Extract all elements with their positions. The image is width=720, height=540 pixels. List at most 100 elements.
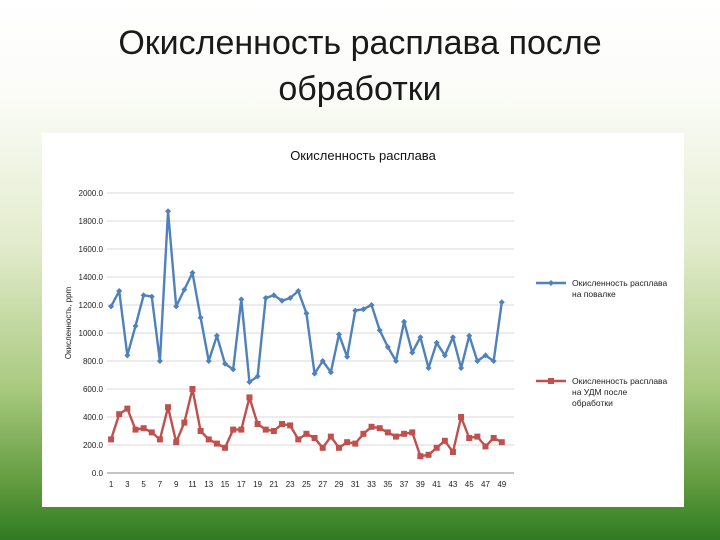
series-1-point	[474, 358, 481, 364]
y-tick-label: 1000.0	[79, 329, 104, 338]
y-tick-label: 600.0	[83, 385, 104, 394]
series-2-point	[360, 430, 367, 437]
series-2-point	[287, 422, 294, 429]
series-1-point	[311, 370, 318, 377]
slide-title-line2: обработки	[278, 70, 442, 108]
series-2-point	[270, 428, 277, 434]
x-tick-label: 7	[158, 480, 163, 489]
series-1-point	[441, 352, 448, 359]
x-tick-label: 9	[174, 480, 179, 489]
legend-1-label: Окисленность расплава на повалке	[572, 278, 667, 299]
x-tick-label: 49	[497, 480, 506, 489]
x-tick-label: 25	[302, 480, 311, 489]
series-1-point	[270, 292, 277, 299]
x-tick-label: 15	[221, 480, 230, 489]
series-1-point	[132, 323, 139, 329]
y-tick-label: 1600.0	[79, 245, 104, 254]
series-2-point	[156, 436, 163, 443]
series-1-point	[433, 339, 440, 346]
series-1-point	[303, 310, 310, 317]
x-tick-label: 43	[448, 480, 457, 489]
y-tick-label: 1200.0	[79, 301, 104, 310]
series-1-point	[148, 293, 155, 300]
series-2-point	[425, 451, 432, 458]
series-2-point	[311, 435, 318, 441]
x-tick-label: 39	[416, 480, 425, 489]
x-tick-label: 37	[400, 480, 409, 489]
series-2-point	[449, 449, 456, 455]
series-2-point	[401, 430, 408, 437]
y-tick-label: 400.0	[83, 413, 104, 422]
series-2-point	[319, 444, 326, 451]
series-2-point	[303, 430, 310, 437]
x-tick-label: 21	[269, 480, 278, 489]
series-2-point	[384, 429, 391, 436]
series-2-point	[376, 425, 383, 432]
series-1-point	[246, 379, 253, 385]
series-1-point	[189, 269, 196, 276]
series-1-point	[466, 332, 473, 339]
series-1-point	[156, 358, 163, 364]
series-2-point	[165, 404, 172, 411]
series-2-point	[327, 433, 334, 440]
series-1-point	[279, 297, 286, 304]
series-1-point	[287, 295, 294, 301]
x-tick-label: 27	[318, 480, 327, 489]
series-2-point	[441, 437, 448, 444]
series-2-point	[352, 440, 359, 447]
x-tick-label: 3	[125, 480, 130, 489]
x-tick-label: 11	[188, 480, 197, 489]
series-2-point	[246, 394, 253, 401]
x-tick-label: 23	[286, 480, 295, 489]
x-tick-label: 33	[367, 480, 376, 489]
series-2-point	[222, 444, 229, 451]
series-1-point	[254, 373, 261, 380]
series-2-point	[279, 421, 286, 427]
series-1-point	[140, 292, 147, 299]
series-2-line	[109, 387, 503, 458]
series-1-point	[262, 295, 269, 301]
series-2-point	[116, 411, 123, 418]
series-2-point	[197, 428, 204, 434]
series-2-point	[181, 419, 188, 426]
x-tick-label: 47	[481, 480, 490, 489]
series-2-point	[335, 444, 342, 451]
series-2-point	[409, 429, 416, 436]
series-1-point	[392, 358, 399, 364]
series-2-point	[262, 426, 269, 433]
series-2-point	[344, 439, 351, 446]
series-1-point	[490, 358, 497, 364]
chart-panel: Окисленность расплава 0.0 200.0 400.0 600.0 8…	[42, 133, 684, 507]
series-1-point	[376, 327, 383, 334]
series-2-point	[490, 435, 497, 441]
series-1-point	[409, 349, 416, 356]
series-2-point	[205, 436, 212, 443]
series-1-point	[449, 334, 456, 341]
slide-title: Окисленность расплава после обработки	[60, 20, 660, 112]
series-1-point	[482, 352, 489, 359]
series-1-point	[458, 365, 465, 371]
series-2-point	[254, 421, 261, 427]
series-2-point	[466, 435, 473, 441]
series-1-point	[222, 360, 229, 367]
series-2-point	[140, 425, 147, 432]
series-1-point	[368, 302, 375, 308]
legend-2-label: Окисленность расплава на УДМ после обработ…	[572, 376, 667, 408]
x-tick-label: 31	[351, 480, 360, 489]
series-2-point	[230, 426, 237, 433]
series-1-point	[205, 358, 212, 364]
series-1-point	[319, 358, 326, 364]
series-2-point	[482, 443, 489, 450]
series-2-point	[124, 405, 131, 412]
series-2-point	[474, 433, 481, 440]
x-tick-label: 29	[335, 480, 344, 489]
x-tick-label: 5	[141, 480, 146, 489]
series-2-point	[189, 386, 196, 392]
series-2-point	[433, 444, 440, 451]
y-tick-label: 1400.0	[79, 273, 104, 282]
y-tick-label: 200.0	[83, 441, 104, 450]
series-2-point	[173, 439, 180, 446]
x-tick-label: 41	[432, 480, 441, 489]
y-axis-title: Окисленность, ppm	[64, 286, 73, 359]
series-1-point	[335, 331, 342, 338]
